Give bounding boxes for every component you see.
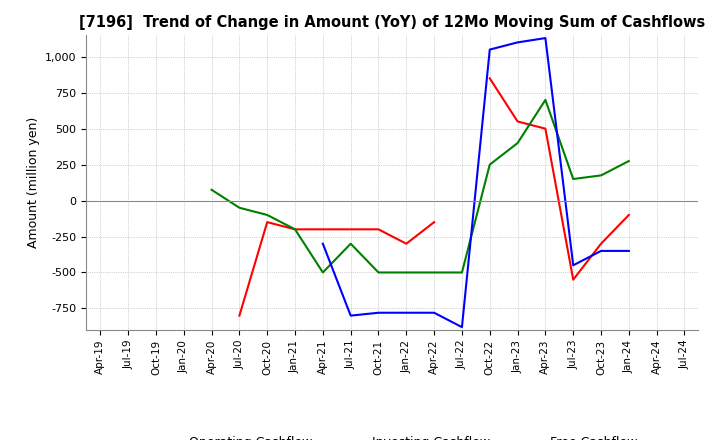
Line: Free Cashflow: Free Cashflow: [323, 38, 629, 327]
Y-axis label: Amount (million yen): Amount (million yen): [27, 117, 40, 248]
Operating Cashflow: [291, 227, 300, 232]
Investing Cashflow: [402, 270, 410, 275]
Free Cashflow: [485, 47, 494, 52]
Investing Cashflow: [541, 97, 550, 103]
Operating Cashflow: [263, 220, 271, 225]
Investing Cashflow: [263, 213, 271, 218]
Title: [7196]  Trend of Change in Amount (YoY) of 12Mo Moving Sum of Cashflows: [7196] Trend of Change in Amount (YoY) o…: [79, 15, 706, 30]
Investing Cashflow: [485, 162, 494, 167]
Operating Cashflow: [541, 126, 550, 131]
Investing Cashflow: [235, 205, 243, 210]
Investing Cashflow: [597, 173, 606, 178]
Operating Cashflow: [624, 213, 633, 218]
Free Cashflow: [402, 310, 410, 315]
Free Cashflow: [513, 40, 522, 45]
Operating Cashflow: [346, 227, 355, 232]
Investing Cashflow: [513, 140, 522, 146]
Operating Cashflow: [569, 277, 577, 282]
Investing Cashflow: [569, 176, 577, 182]
Investing Cashflow: [430, 270, 438, 275]
Free Cashflow: [374, 310, 383, 315]
Investing Cashflow: [346, 241, 355, 246]
Operating Cashflow: [374, 227, 383, 232]
Operating Cashflow: [430, 220, 438, 225]
Operating Cashflow: [513, 119, 522, 124]
Free Cashflow: [318, 241, 327, 246]
Line: Operating Cashflow: Operating Cashflow: [239, 78, 629, 315]
Free Cashflow: [541, 36, 550, 41]
Investing Cashflow: [374, 270, 383, 275]
Investing Cashflow: [318, 270, 327, 275]
Free Cashflow: [430, 310, 438, 315]
Operating Cashflow: [485, 76, 494, 81]
Investing Cashflow: [624, 158, 633, 164]
Operating Cashflow: [402, 241, 410, 246]
Legend: Operating Cashflow, Investing Cashflow, Free Cashflow: Operating Cashflow, Investing Cashflow, …: [143, 431, 642, 440]
Operating Cashflow: [318, 227, 327, 232]
Free Cashflow: [624, 248, 633, 253]
Free Cashflow: [597, 248, 606, 253]
Free Cashflow: [458, 324, 467, 330]
Investing Cashflow: [458, 270, 467, 275]
Operating Cashflow: [597, 241, 606, 246]
Line: Investing Cashflow: Investing Cashflow: [212, 100, 629, 272]
Investing Cashflow: [207, 187, 216, 192]
Investing Cashflow: [291, 227, 300, 232]
Operating Cashflow: [235, 313, 243, 318]
Free Cashflow: [346, 313, 355, 318]
Free Cashflow: [569, 263, 577, 268]
